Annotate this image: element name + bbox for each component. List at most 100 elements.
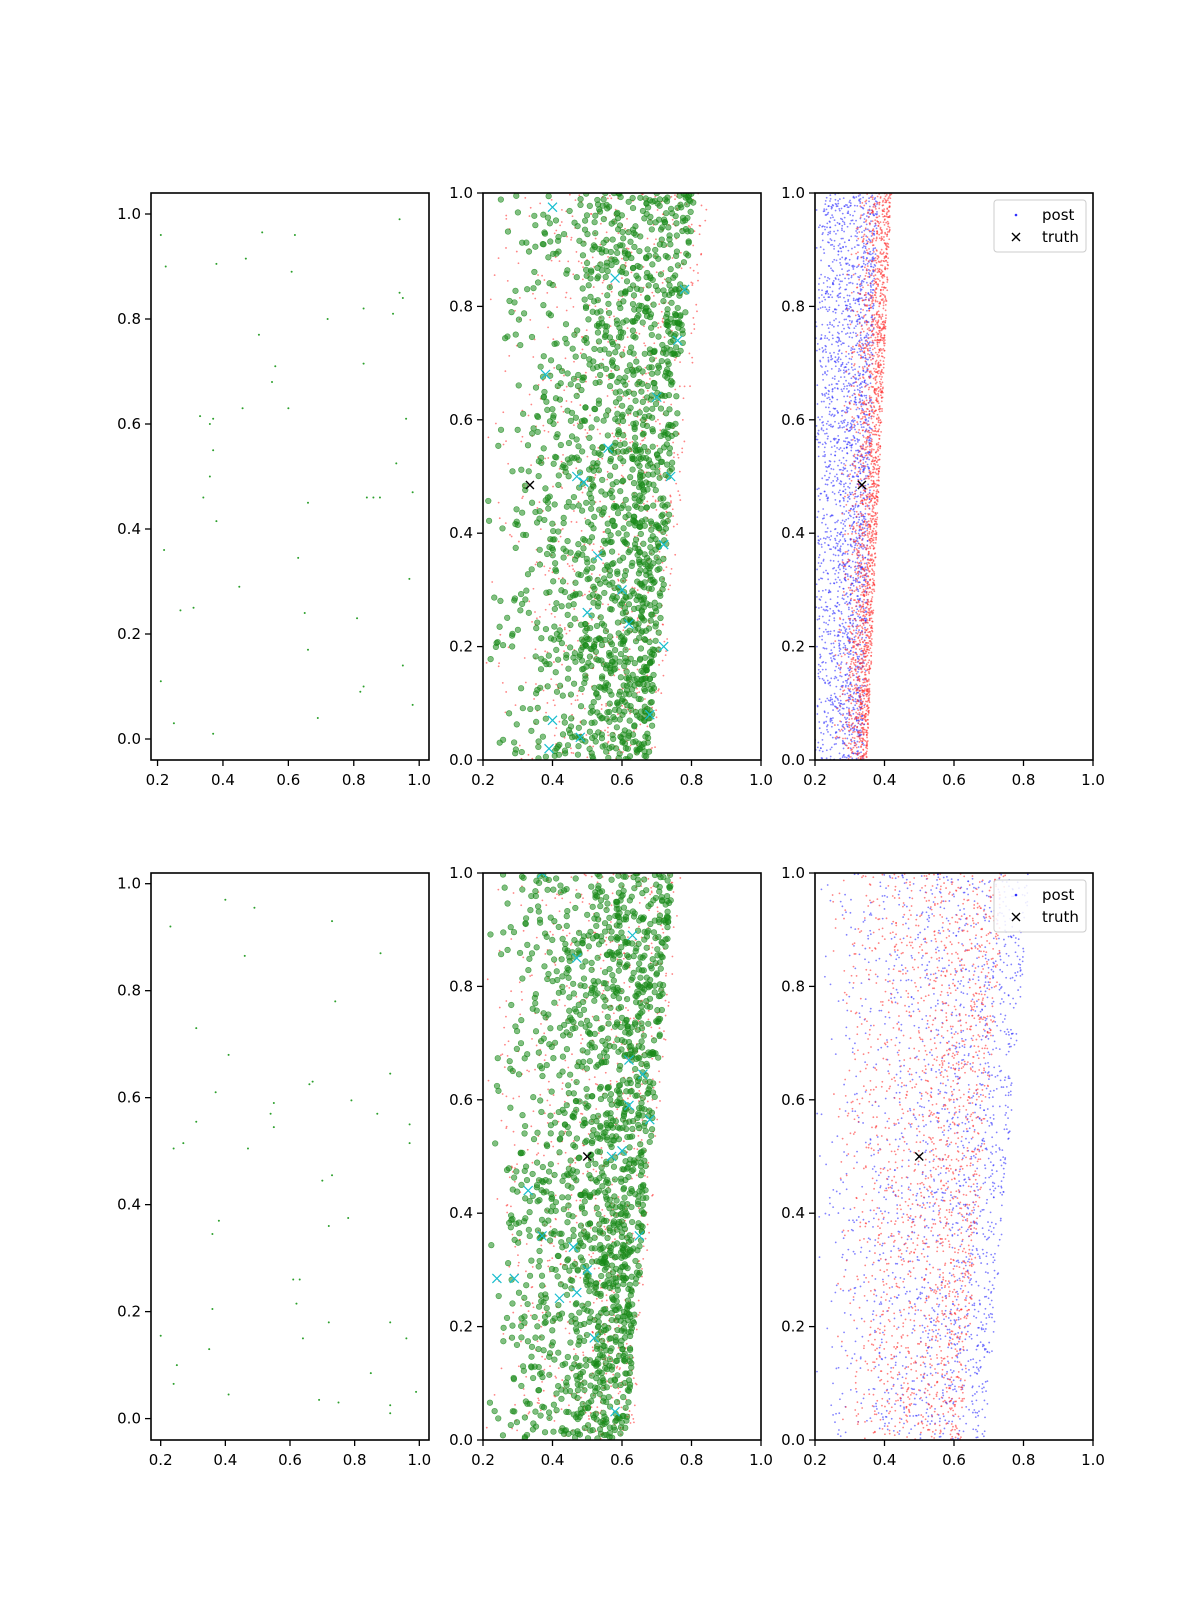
sample-point	[578, 194, 581, 197]
sample-point	[519, 705, 526, 712]
sample-point	[827, 292, 830, 295]
sample-point	[848, 721, 850, 724]
sample-point	[839, 547, 842, 550]
sample-point	[508, 354, 511, 357]
sample-point	[524, 571, 532, 578]
sample-point	[823, 514, 826, 517]
sample-point	[834, 669, 836, 672]
sample-point	[843, 371, 845, 374]
sample-point	[863, 744, 865, 747]
sample-point	[855, 567, 858, 570]
sample-point	[563, 503, 570, 510]
sample-point	[826, 466, 829, 469]
sample-point	[840, 420, 843, 423]
sample-point	[836, 478, 839, 481]
sample-point	[846, 385, 848, 387]
sample-point	[647, 372, 650, 374]
sample-point	[566, 459, 573, 466]
sample-point	[843, 241, 846, 244]
sample-point	[528, 566, 535, 573]
sample-point	[592, 543, 595, 546]
sample-point	[620, 448, 627, 455]
sample-point	[665, 510, 668, 513]
sample-point	[851, 491, 854, 494]
sample-point	[834, 537, 836, 540]
sample-point	[831, 377, 834, 380]
sample-point	[872, 247, 875, 250]
sample-point	[872, 304, 875, 307]
sample-point	[653, 342, 656, 345]
sample-point	[644, 382, 651, 390]
sample-point	[856, 707, 859, 710]
sample-point	[855, 757, 858, 760]
sample-point	[614, 226, 622, 233]
sample-point	[829, 748, 832, 751]
sample-point	[861, 407, 864, 410]
x-tick-label: 1.0	[407, 771, 431, 789]
sample-point	[847, 326, 850, 329]
sample-point	[591, 345, 598, 353]
sample-point	[823, 296, 825, 299]
sample-point	[817, 433, 820, 436]
sample-point	[555, 472, 562, 479]
sample-point	[856, 750, 859, 753]
sample-point	[622, 395, 624, 398]
sample-point	[840, 247, 842, 250]
sample-point	[647, 544, 654, 551]
sample-point	[596, 594, 603, 601]
sample-point	[832, 657, 835, 660]
sample-point	[866, 463, 869, 466]
sample-point	[636, 668, 639, 671]
sample-point	[855, 486, 857, 489]
sample-point	[571, 215, 574, 218]
sample-point	[847, 210, 850, 213]
sample-point	[845, 425, 848, 427]
sample-point	[863, 351, 866, 354]
sample-point	[497, 426, 505, 433]
sample-point	[843, 538, 846, 540]
sample-point	[858, 347, 861, 350]
sample-point	[860, 479, 863, 482]
sample-point	[829, 530, 832, 533]
sample-point	[831, 283, 834, 286]
sample-point	[649, 261, 656, 268]
sample-point	[590, 573, 593, 575]
sample-point	[868, 239, 871, 241]
sample-point	[826, 397, 829, 400]
sample-point	[622, 496, 629, 503]
sample-point	[821, 577, 824, 580]
sample-point	[822, 455, 825, 458]
sample-point	[586, 728, 593, 735]
sample-point	[847, 441, 850, 443]
sample-point	[584, 371, 587, 374]
sample-point	[857, 644, 859, 647]
sample-point	[815, 246, 818, 249]
sample-point	[560, 230, 568, 238]
sample-point	[870, 265, 873, 268]
sample-point	[602, 279, 605, 282]
sample-point	[660, 428, 667, 435]
sample-point	[550, 578, 557, 585]
sample-point	[846, 395, 849, 398]
sample-point	[873, 263, 876, 266]
sample-point	[838, 482, 841, 485]
sample-point	[575, 743, 582, 750]
sample-point	[821, 635, 824, 637]
sample-point	[842, 383, 845, 385]
sample-point	[851, 530, 854, 533]
sample-point	[861, 373, 864, 376]
sample-point	[646, 346, 654, 353]
sample-point	[824, 441, 826, 444]
sample-point	[858, 629, 860, 631]
sample-point	[608, 515, 611, 518]
sample-point	[847, 430, 850, 432]
sample-point	[666, 232, 673, 239]
sample-point	[834, 454, 836, 457]
sample-point	[835, 317, 837, 320]
sample-point	[824, 306, 827, 309]
sample-point	[534, 611, 536, 613]
sample-point	[493, 274, 496, 277]
sample-point	[826, 697, 829, 700]
sample-point	[826, 337, 829, 340]
sample-point	[829, 696, 832, 699]
